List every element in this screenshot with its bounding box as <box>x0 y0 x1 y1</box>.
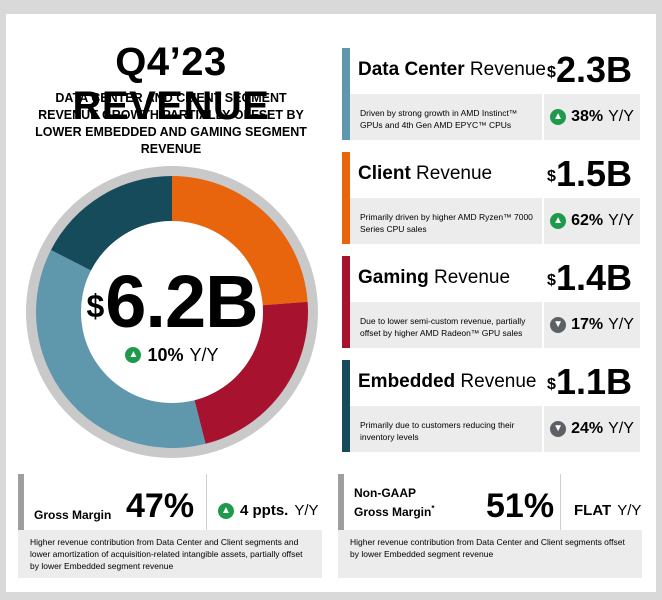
segment-description: Driven by strong growth in AMD Instinct™… <box>350 94 542 140</box>
total-change: ▲ 10% Y/Y <box>125 344 219 366</box>
non-gaap-margin-card: Non-GAAP Gross Margin* 51% FLAT Y/Y High… <box>338 474 642 578</box>
page-subtitle: DATA CENTER AND CLIENT SEGMENT REVENUE G… <box>35 91 307 156</box>
segment-value: $2.3B <box>547 49 632 90</box>
segment-name: Gaming Revenue <box>358 267 511 288</box>
segment-accent-bar <box>342 48 350 140</box>
total-change-pct: 10% <box>147 344 184 365</box>
total-amount: 6.2B <box>105 259 258 343</box>
arrow-up-circle-icon: ▲ <box>550 109 567 125</box>
donut-slices <box>35 176 308 449</box>
page-title: Q4’23 REVENUE <box>72 40 270 128</box>
segment-name: Embedded Revenue <box>358 371 537 392</box>
divider <box>560 474 561 530</box>
segment-description: Primarily driven by higher AMD Ryzen™ 70… <box>350 198 542 244</box>
segment-card-embedded: Embedded Revenue $1.1B Primarily due to … <box>342 360 640 452</box>
non-gaap-row <box>338 474 642 530</box>
segment-name: Data Center Revenue <box>358 59 546 80</box>
segment-change: ▼ 24% Y/Y <box>544 406 640 452</box>
non-gaap-change: FLAT Y/Y <box>574 502 642 519</box>
non-gaap-note: Higher revenue contribution from Data Ce… <box>350 537 625 559</box>
arrow-down-circle-icon: ▼ <box>550 421 567 437</box>
segment-accent-bar <box>342 360 350 452</box>
donut-slice-data-center <box>35 249 206 449</box>
segment-change: ▼ 17% Y/Y <box>544 302 640 348</box>
donut-slice-client <box>172 176 308 306</box>
gross-margin-change: ▲ 4 ppts. Y/Y <box>218 502 319 519</box>
donut-slice-gaming <box>194 301 308 444</box>
card-accent-bar <box>338 474 344 530</box>
total-revenue: $6.2B <box>86 264 258 339</box>
segment-card-data-center: Data Center Revenue $2.3B Driven by stro… <box>342 48 640 140</box>
gross-margin-note: Higher revenue contribution from Data Ce… <box>30 537 303 571</box>
segment-change: ▲ 38% Y/Y <box>544 94 640 140</box>
gross-margin-label: Gross Margin <box>34 508 112 522</box>
segment-description: Primarily due to customers reducing thei… <box>350 406 542 452</box>
segment-description: Due to lower semi-custom revenue, partia… <box>350 302 542 348</box>
donut-slice-embedded <box>50 176 172 271</box>
segment-value: $1.5B <box>547 153 632 194</box>
non-gaap-value: 51% <box>486 487 555 525</box>
gross-margin-value: 47% <box>126 487 195 525</box>
segment-card-client: Client Revenue $1.5B Primarily driven by… <box>342 152 640 244</box>
total-change-unit: Y/Y <box>189 344 219 365</box>
segment-accent-bar <box>342 152 350 244</box>
arrow-up-circle-icon: ▲ <box>218 502 234 519</box>
gross-margin-card: Gross Margin 47% ▲ 4 ppts. Y/Y Higher re… <box>18 474 322 578</box>
arrow-up-circle-icon: ▲ <box>125 347 142 363</box>
segment-value: $1.1B <box>547 361 632 402</box>
segment-card-gaming: Gaming Revenue $1.4B Due to lower semi-c… <box>342 256 640 348</box>
arrow-up-circle-icon: ▲ <box>550 213 567 229</box>
donut-center: $6.2B ▲ 10% Y/Y <box>22 162 322 462</box>
card-accent-bar <box>18 474 24 530</box>
total-currency: $ <box>86 287 104 324</box>
divider <box>206 474 207 530</box>
segment-accent-bar <box>342 256 350 348</box>
revenue-donut-chart <box>26 166 318 458</box>
segment-change: ▲ 62% Y/Y <box>544 198 640 244</box>
non-gaap-label: Non-GAAP Gross Margin* <box>354 486 435 519</box>
arrow-down-circle-icon: ▼ <box>550 317 567 333</box>
segment-value: $1.4B <box>547 257 632 298</box>
segment-name: Client Revenue <box>358 163 493 184</box>
gross-margin-row <box>18 474 322 530</box>
